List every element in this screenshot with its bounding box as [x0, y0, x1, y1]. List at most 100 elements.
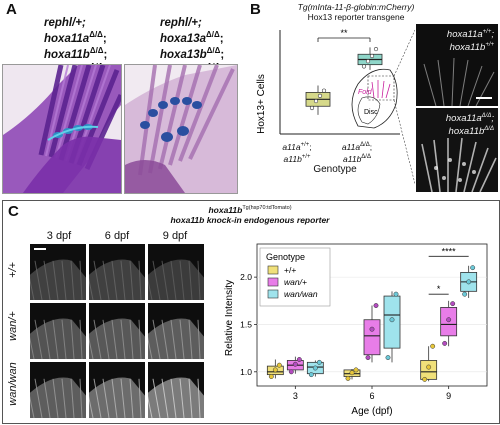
- reporter-micrograph-tile: [148, 244, 204, 300]
- reporter-micrograph-tile: [30, 303, 86, 359]
- genotype-line: hoxa11aΔ/Δ;: [44, 30, 107, 45]
- column-header-6dpf: 6 dpf: [104, 230, 130, 242]
- panel-b-title-line1: Tg(mInta-11-β-globin:mCherry): [297, 2, 415, 12]
- legend-swatch-hom: [267, 289, 279, 299]
- data-point: [462, 291, 468, 297]
- legend-swatch-wt: [267, 265, 279, 275]
- data-point: [292, 361, 298, 367]
- data-point: [313, 98, 319, 104]
- reporter-micrograph-tile: [89, 244, 145, 300]
- data-point: [316, 359, 322, 365]
- micrograph-texture: [30, 377, 86, 418]
- data-point: [430, 343, 436, 349]
- data-point: [361, 64, 367, 69]
- y-tick-label: 2.0: [240, 272, 252, 282]
- data-point: [276, 362, 282, 368]
- genotype-line: rephl/+;: [160, 17, 202, 29]
- data-point: [369, 326, 375, 332]
- data-point: [345, 375, 351, 381]
- reporter-micrograph-tile: [148, 303, 204, 359]
- micrograph-texture: [148, 318, 204, 359]
- data-point: [268, 374, 274, 379]
- fin-skeleton-illustration: [125, 65, 237, 193]
- micrograph-texture: [89, 259, 145, 300]
- data-point: [309, 105, 315, 111]
- genotype-line: hoxa13aΔ/Δ;: [160, 30, 224, 45]
- panel-b-title: Tg(mInta-11-β-globin:mCherry) Hox13 repo…: [272, 2, 440, 22]
- micrograph-label-wildtype: hoxa11a+/+; hoxa11b+/+: [446, 29, 494, 54]
- chart-b-ylabel: Hox13+ Cells: [256, 74, 267, 134]
- reporter-micrograph-wildtype: hoxa11a+/+; hoxa11b+/+: [416, 24, 498, 106]
- data-point: [312, 365, 318, 371]
- data-point: [422, 376, 428, 382]
- disc-label: Disc: [364, 109, 378, 116]
- data-point: [308, 372, 314, 378]
- micrograph-texture: [89, 377, 145, 418]
- data-point: [296, 357, 302, 362]
- data-point: [369, 53, 375, 59]
- row-label-het: wan/+: [7, 311, 19, 341]
- micrograph-texture: [30, 248, 86, 300]
- fin-photo-left: [2, 64, 122, 194]
- box-body: [420, 360, 438, 380]
- row-label-wildtype: +/+: [7, 262, 19, 278]
- micrograph-texture: [89, 318, 145, 359]
- data-point: [385, 355, 391, 361]
- data-point: [470, 265, 476, 271]
- micrograph-texture: [148, 259, 204, 300]
- chart-b-category-2: a11aΔ/Δ; a11bΔ/Δ: [341, 141, 373, 164]
- box-body: [363, 319, 381, 356]
- data-point: [353, 367, 359, 373]
- data-point: [317, 93, 323, 98]
- chart-c-ylabel: Relative Intensity: [224, 280, 235, 356]
- data-point: [365, 355, 371, 361]
- significance-label: *: [437, 284, 441, 294]
- data-point: [272, 367, 278, 373]
- micrograph-label-mutant: hoxa11aΔ/Δ; hoxa11bΔ/Δ: [445, 113, 494, 138]
- fold-region-box: [367, 75, 395, 101]
- data-point: [373, 303, 379, 308]
- zoom-guide-line: [393, 29, 415, 77]
- relative-intensity-boxplot: Relative Intensity ***** 1.01.52.03 6 9 Ag…: [224, 243, 488, 417]
- micrograph-texture: [148, 377, 204, 418]
- significance-label: **: [340, 28, 348, 38]
- data-point: [389, 317, 395, 323]
- panel-a-letter: A: [6, 1, 17, 18]
- genotype-line: hoxa13bΔ/Δ;: [160, 45, 225, 61]
- column-header-3dpf: 3 dpf: [46, 230, 72, 242]
- genotype-line: rephl/+;: [44, 17, 86, 29]
- reporter-micrograph-tile: [89, 362, 145, 418]
- zoom-guide-line: [393, 99, 415, 185]
- column-header-9dpf: 9 dpf: [162, 230, 188, 242]
- fin-skeleton-illustration: [3, 65, 121, 193]
- data-point: [393, 291, 399, 297]
- data-point: [442, 340, 448, 346]
- legend-label-hom: wan/wan: [284, 289, 318, 299]
- x-tick-label: 6: [369, 391, 374, 401]
- y-tick-label: 1.5: [240, 319, 252, 329]
- data-point: [446, 317, 452, 323]
- chart-b-xlabel: Genotype: [313, 164, 357, 175]
- micrograph-texture: [30, 318, 86, 359]
- legend-label-wt: +/+: [284, 265, 296, 275]
- panel-c-title: hoxa11bTg(hsp70:tdTomato) hoxa11b knock-…: [170, 204, 330, 225]
- reporter-micrograph-grid: [30, 244, 204, 418]
- fold-label: Fold: [358, 89, 373, 96]
- reporter-micrograph-tile: [89, 303, 145, 359]
- reporter-micrograph-tile: [30, 244, 86, 300]
- x-tick-label: 3: [293, 391, 298, 401]
- data-point: [288, 369, 294, 375]
- chart-b-category-1: a11a+/+; a11b+/+: [282, 141, 312, 164]
- data-point: [349, 370, 355, 376]
- data-point: [321, 88, 327, 93]
- legend-swatch-het: [267, 277, 279, 287]
- data-point: [450, 301, 456, 307]
- y-tick-label: 1.0: [240, 367, 252, 377]
- reporter-micrograph-tile: [30, 362, 86, 418]
- panel-b-title-line2: Hox13 reporter transgene: [307, 12, 405, 22]
- hox13-boxplot: Hox13+ Cells ** Fold Disc: [256, 28, 415, 185]
- fin-photo-right: [124, 64, 238, 194]
- genotype-line: hoxa11bΔ/Δ;: [44, 45, 108, 61]
- legend-label-het: wan/+: [284, 277, 307, 287]
- data-point: [466, 279, 472, 285]
